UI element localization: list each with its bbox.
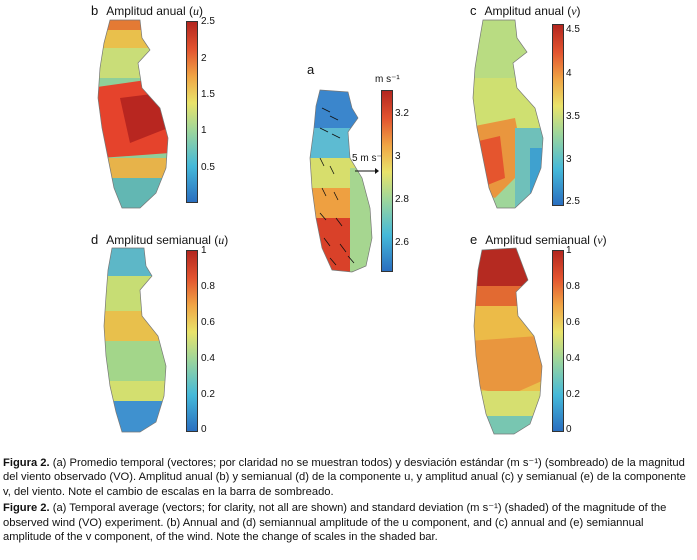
panel-letter: e [470,232,478,247]
caption-english: Figure 2. (a) Temporal average (vectors;… [3,502,667,544]
colorbar-tick: 0.4 [566,353,580,364]
panel-e-title: e Amplitud semianual (v) [470,232,607,247]
colorbar-tick: 2.5 [566,196,580,207]
colorbar-tick: 1 [201,125,207,136]
panel-e-colorbar [552,250,564,432]
panel-d-title: d Amplitud semianual (u) [91,232,229,247]
colorbar-unit: m s⁻¹ [375,74,400,85]
panel-e-map [473,247,543,435]
colorbar-tick: 3 [395,151,401,162]
reference-arrow-label: 5 m s⁻¹ [352,153,386,164]
colorbar-tick: 2.5 [201,16,215,27]
colorbar-tick: 0 [201,424,207,435]
panel-letter: a [307,62,315,77]
colorbar-tick: 2.8 [395,194,409,205]
panel-c-colorbar [552,24,564,206]
panel-a-colorbar [381,90,393,272]
colorbar-tick: 0.6 [566,317,580,328]
colorbar-tick: 0 [566,424,572,435]
colorbar-tick: 0.5 [201,162,215,173]
panel-d-colorbar [186,250,198,432]
panel-d-map [103,247,167,433]
panel-a-map [309,89,373,273]
colorbar-tick: 0.8 [201,281,215,292]
figure-caption: Figura 2. (a) Promedio temporal (vectore… [3,456,693,544]
colorbar-tick: 1 [566,245,572,256]
panel-letter: b [91,3,99,18]
colorbar-tick: 0.2 [566,389,580,400]
panel-letter: c [470,3,477,18]
colorbar-tick: 3.2 [395,108,409,119]
colorbar-tick: 2.6 [395,237,409,248]
colorbar-tick: 3 [566,154,572,165]
panel-letter: d [91,232,99,247]
colorbar-tick: 1.5 [201,89,215,100]
colorbar-tick: 1 [201,245,207,256]
panel-c-map [472,19,544,209]
colorbar-tick: 2 [201,53,207,64]
caption-spanish: Figura 2. (a) Promedio temporal (vectore… [3,457,686,498]
reference-arrow [355,168,379,174]
colorbar-tick: 4.5 [566,24,580,35]
colorbar-tick: 0.6 [201,317,215,328]
colorbar-tick: 0.4 [201,353,215,364]
colorbar-tick: 3.5 [566,111,580,122]
colorbar-tick: 0.8 [566,281,580,292]
colorbar-tick: 0.2 [201,389,215,400]
colorbar-tick: 4 [566,68,572,79]
panel-b-colorbar [186,21,198,203]
panel-a-title: a [307,62,322,77]
panel-b-map [97,19,169,209]
panel-c-title: c Amplitud anual (v) [470,3,581,18]
panel-b-title: b Amplitud anual (u) [91,3,203,18]
